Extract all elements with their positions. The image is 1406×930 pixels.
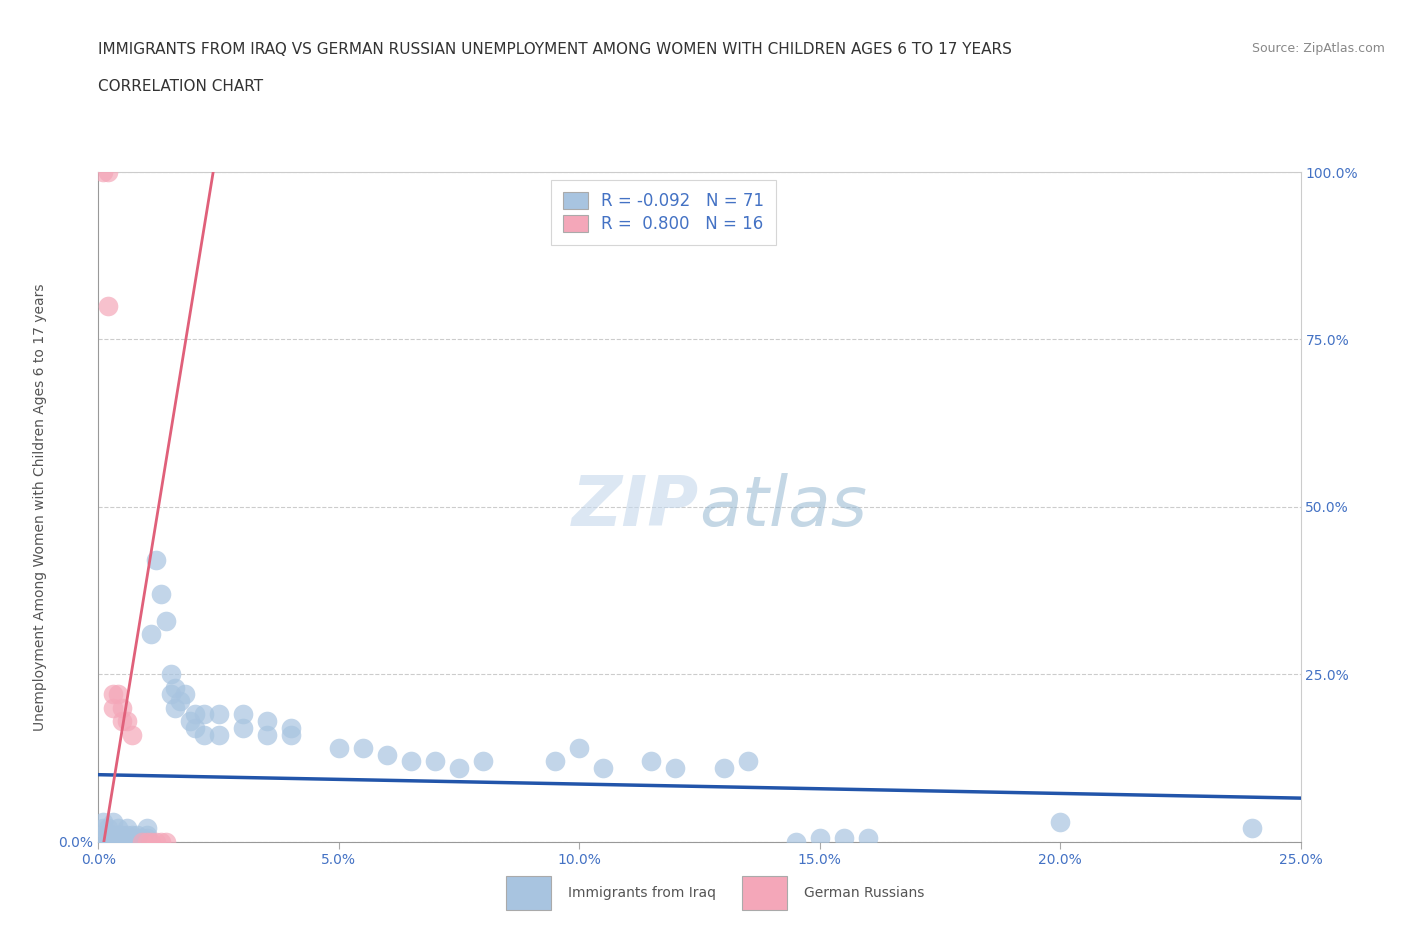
- Point: [165, 700, 187, 715]
- Point: [1241, 821, 1264, 836]
- Point: [135, 834, 157, 849]
- Point: [97, 299, 120, 313]
- Point: [208, 727, 231, 742]
- Point: [328, 740, 350, 755]
- Point: [165, 680, 187, 695]
- Point: [101, 687, 124, 702]
- Point: [117, 713, 139, 728]
- Point: [183, 721, 205, 736]
- Point: [159, 667, 181, 682]
- FancyBboxPatch shape: [506, 876, 551, 910]
- Point: [117, 828, 139, 843]
- Point: [280, 727, 302, 742]
- Point: [101, 814, 124, 829]
- Point: [174, 687, 197, 702]
- Point: [149, 587, 172, 602]
- Text: German Russians: German Russians: [804, 885, 925, 900]
- Point: [97, 821, 120, 836]
- Point: [111, 830, 134, 845]
- Legend: R = -0.092   N = 71, R =  0.800   N = 16: R = -0.092 N = 71, R = 0.800 N = 16: [551, 180, 776, 245]
- Point: [568, 740, 591, 755]
- Point: [141, 627, 163, 642]
- Point: [117, 830, 139, 845]
- Point: [447, 761, 470, 776]
- Point: [472, 754, 495, 769]
- Point: [193, 727, 215, 742]
- Point: [125, 830, 148, 845]
- Point: [375, 747, 398, 762]
- Point: [856, 830, 879, 845]
- Point: [208, 707, 231, 722]
- Text: atlas: atlas: [700, 473, 868, 540]
- Point: [107, 830, 129, 845]
- Point: [141, 834, 163, 849]
- Point: [121, 828, 143, 843]
- Point: [232, 707, 254, 722]
- Point: [592, 761, 614, 776]
- Point: [101, 834, 124, 849]
- Point: [135, 828, 157, 843]
- Point: [107, 821, 129, 836]
- Point: [713, 761, 735, 776]
- Point: [352, 740, 374, 755]
- Point: [91, 821, 114, 836]
- Point: [91, 830, 114, 845]
- Point: [169, 694, 191, 709]
- Point: [256, 727, 278, 742]
- Point: [97, 830, 120, 845]
- Point: [91, 814, 114, 829]
- Point: [107, 687, 129, 702]
- Point: [544, 754, 567, 769]
- Point: [117, 821, 139, 836]
- Point: [111, 713, 134, 728]
- Point: [149, 834, 172, 849]
- Point: [111, 828, 134, 843]
- Point: [832, 830, 855, 845]
- Point: [91, 828, 114, 843]
- Point: [737, 754, 759, 769]
- Point: [664, 761, 686, 776]
- Text: IMMIGRANTS FROM IRAQ VS GERMAN RUSSIAN UNEMPLOYMENT AMONG WOMEN WITH CHILDREN AG: IMMIGRANTS FROM IRAQ VS GERMAN RUSSIAN U…: [98, 42, 1012, 57]
- Point: [131, 830, 153, 845]
- Point: [256, 713, 278, 728]
- Point: [97, 834, 120, 849]
- Point: [107, 828, 129, 843]
- Point: [155, 613, 177, 628]
- Text: Immigrants from Iraq: Immigrants from Iraq: [568, 885, 716, 900]
- Point: [121, 830, 143, 845]
- Point: [91, 165, 114, 179]
- Point: [121, 727, 143, 742]
- Point: [155, 834, 177, 849]
- Point: [183, 707, 205, 722]
- Point: [131, 834, 153, 849]
- Point: [101, 828, 124, 843]
- Point: [640, 754, 662, 769]
- Point: [145, 553, 167, 568]
- Point: [179, 713, 201, 728]
- Point: [111, 700, 134, 715]
- Point: [101, 700, 124, 715]
- Point: [280, 721, 302, 736]
- Point: [125, 828, 148, 843]
- Point: [785, 834, 807, 849]
- Point: [423, 754, 446, 769]
- Point: [232, 721, 254, 736]
- Text: CORRELATION CHART: CORRELATION CHART: [98, 79, 263, 94]
- Point: [135, 821, 157, 836]
- Point: [97, 828, 120, 843]
- Point: [145, 834, 167, 849]
- Point: [159, 687, 181, 702]
- Point: [808, 830, 831, 845]
- Point: [97, 165, 120, 179]
- Text: Source: ZipAtlas.com: Source: ZipAtlas.com: [1251, 42, 1385, 55]
- Point: [193, 707, 215, 722]
- Y-axis label: Unemployment Among Women with Children Ages 6 to 17 years: Unemployment Among Women with Children A…: [34, 283, 48, 731]
- Point: [101, 830, 124, 845]
- Point: [399, 754, 422, 769]
- Point: [135, 830, 157, 845]
- Point: [1049, 814, 1071, 829]
- Text: ZIP: ZIP: [572, 473, 700, 540]
- FancyBboxPatch shape: [742, 876, 787, 910]
